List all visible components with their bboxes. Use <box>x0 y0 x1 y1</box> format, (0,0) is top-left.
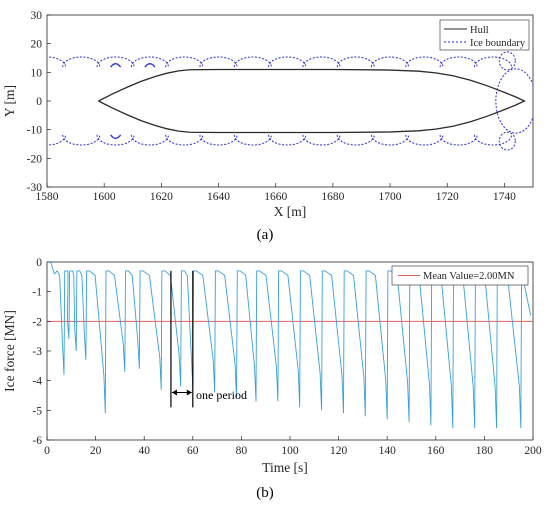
legend-b: Mean Value=2.00MN <box>391 265 529 286</box>
xtick-b-label-6: 120 <box>330 445 348 457</box>
ytick-a-label-3: 0 <box>36 96 42 108</box>
legend-mean-label: Mean Value=2.00MN <box>423 271 515 282</box>
panel-b: 0 20 40 60 80 100 120 140 160 180 200 0 -1 -2 -3 -4 -5 -6… <box>2 257 542 501</box>
xtick-a-label-5: 1680 <box>321 191 344 203</box>
ytick-a-label-0: 30 <box>31 10 43 22</box>
ytick-b-label-0: 0 <box>36 257 42 269</box>
ytick-a-label-4: -10 <box>27 125 43 137</box>
caption-a: (a) <box>257 227 274 243</box>
legend-a: Hull Ice boundary <box>439 19 530 51</box>
xtick-b-label-8: 160 <box>427 445 445 457</box>
ytick-a-label-1: 20 <box>31 39 43 51</box>
xtick-a-label-4: 1660 <box>264 191 287 203</box>
ytick-b-label-2: -2 <box>32 316 42 328</box>
legend-ice-label: Ice boundary <box>470 38 526 49</box>
ytick-b-label-4: -4 <box>32 376 42 388</box>
xtick-b-label-5: 100 <box>281 445 299 457</box>
ice-bow-upper-arc <box>498 51 516 71</box>
ice-bow-circle <box>495 68 533 134</box>
xtick-b-label-2: 40 <box>138 445 150 457</box>
plot-b-ticks: 0 20 40 60 80 100 120 140 160 180 200 0 -1 -2 -3 -4 -5 -6 <box>32 257 541 457</box>
ice-force-line <box>47 261 532 429</box>
ytick-a-label-2: 10 <box>31 67 43 79</box>
xtick-a-label-0: 1580 <box>36 191 59 203</box>
xtick-b-label-10: 200 <box>524 445 542 457</box>
xtick-a-label-3: 1640 <box>207 191 230 203</box>
xtick-b-label-0: 0 <box>44 445 50 457</box>
xtick-a-label-7: 1720 <box>436 191 459 203</box>
xlabel-b: Time [s] <box>262 460 308 475</box>
legend-a-box <box>439 19 530 51</box>
plot-b-frame <box>46 261 534 441</box>
panel-a: 1580 1600 1620 1640 1660 1680 1700 1720 1740 30 20… <box>2 10 534 243</box>
ylabel-b: Ice force [MN] <box>2 310 17 392</box>
ice-bump-2 <box>110 134 122 139</box>
xtick-b-label-1: 20 <box>90 445 102 457</box>
caption-b: (b) <box>256 485 274 501</box>
legend-hull-label: Hull <box>470 25 489 36</box>
ytick-a-label-6: -30 <box>27 182 43 194</box>
ytick-b-label-6: -6 <box>32 435 42 447</box>
hull-outline <box>98 68 526 134</box>
plot-a-ticks: 1580 1600 1620 1640 1660 1680 1700 1720 1740 30 20… <box>27 10 517 203</box>
ylabel-a: Y [m] <box>2 85 17 117</box>
xlabel-a: X [m] <box>274 204 307 219</box>
period-label: one period <box>196 388 247 402</box>
plot-b-area <box>47 261 533 429</box>
period-arrow-head-left <box>171 389 177 396</box>
xtick-b-label-4: 80 <box>236 445 248 457</box>
xtick-b-label-9: 180 <box>476 445 494 457</box>
xtick-b-label-3: 60 <box>187 445 199 457</box>
ytick-b-label-5: -5 <box>32 405 42 417</box>
ytick-b-label-1: -1 <box>32 287 42 299</box>
ice-arc-lower-13 <box>473 134 513 146</box>
xtick-a-label-6: 1700 <box>379 191 402 203</box>
xtick-a-label-1: 1600 <box>93 191 116 203</box>
ice-bump-1 <box>144 63 156 68</box>
xtick-b-label-7: 140 <box>379 445 397 457</box>
period-arrow-head-right <box>186 389 192 396</box>
ice-bump-0 <box>110 63 122 68</box>
plot-a-area <box>47 51 533 151</box>
ytick-b-label-3: -3 <box>32 346 42 358</box>
ice-bow-lower-arc <box>498 131 516 151</box>
ytick-a-label-5: -20 <box>27 153 43 165</box>
xtick-a-label-2: 1620 <box>150 191 173 203</box>
ice-arc-upper-13 <box>473 56 513 68</box>
period-annotation <box>170 270 194 408</box>
legend-b-box <box>391 265 529 286</box>
xtick-a-label-8: 1740 <box>493 191 516 203</box>
plot-a-clip-group <box>47 51 533 151</box>
